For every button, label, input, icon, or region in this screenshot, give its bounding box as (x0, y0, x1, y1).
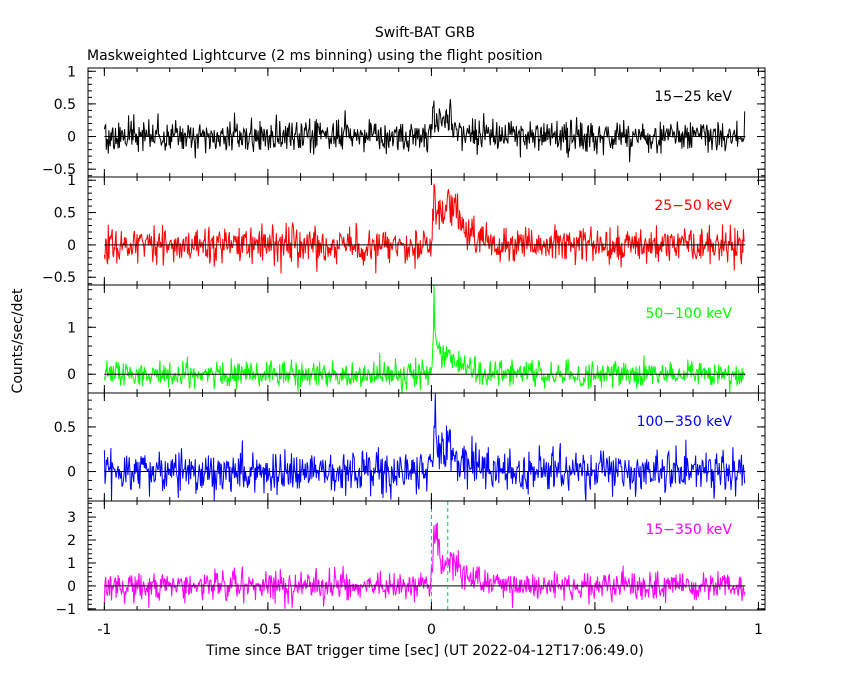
y-tick-label: 0.5 (54, 420, 76, 436)
panel-15-25-kev: −0.5 0 0.5 1 15−25 keV (42, 64, 766, 178)
y-tick-label: 3 (67, 510, 76, 526)
panel-100-350-kev: 0 0.5 100−350 keV (54, 392, 766, 502)
series-line (103, 284, 746, 394)
band-label: 25−50 keV (654, 198, 732, 214)
y-tick-label: 1 (67, 556, 76, 572)
x-tick-label: 0.5 (584, 622, 606, 638)
x-tick-label: -1 (97, 622, 111, 638)
y-tick-label: 1 (67, 64, 76, 80)
chart-subtitle: Maskweighted Lightcurve (2 ms binning) u… (87, 48, 543, 64)
y-tick-label: 1 (67, 320, 76, 336)
y-tick-label: 2 (67, 533, 76, 549)
band-label: 15−25 keV (654, 89, 732, 105)
y-tick-label: −0.5 (42, 270, 76, 286)
y-tick-label: −0.5 (42, 162, 76, 178)
y-tick-label: 0.5 (54, 97, 76, 113)
panel-frame (87, 67, 766, 178)
band-label: 100−350 keV (637, 414, 733, 430)
series-line (103, 522, 746, 609)
x-tick-label: -0.5 (254, 622, 281, 638)
y-tick-label: 1 (67, 173, 76, 189)
series-line (103, 99, 746, 163)
panel-25-50-kev: −0.5 0 0.5 1 25−50 keV (42, 173, 766, 286)
panel-frame (87, 500, 766, 611)
y-tick-label: 0 (67, 579, 76, 595)
y-tick-label: 0 (67, 465, 76, 481)
band-label: 15−350 keV (645, 522, 732, 538)
series-line (103, 182, 746, 274)
panels-group: −0.5 0 0.5 1 15−25 keV −0.5 0 0.5 1 25−50 keV 0 1 50… (42, 64, 766, 618)
y-axis-label: Counts/sec/det (10, 288, 26, 393)
band-label: 50−100 keV (645, 306, 732, 322)
x-tick-labels: -1 -0.5 0 0.5 1 (97, 622, 763, 638)
panel-15-350-kev: −1 0 1 2 3 15−350 keV (55, 500, 766, 618)
series-line (103, 392, 746, 502)
x-tick-label: 1 (754, 622, 763, 638)
chart-title: Swift-BAT GRB (375, 25, 475, 41)
y-tick-label: 0 (67, 367, 76, 383)
x-axis-label: Time since BAT trigger time [sec] (UT 20… (205, 643, 644, 659)
y-tick-label: 0.5 (54, 206, 76, 222)
y-tick-label: 0 (67, 238, 76, 254)
y-tick-label: 0 (67, 130, 76, 146)
y-tick-label: −1 (55, 602, 76, 618)
panel-frame (87, 176, 766, 286)
x-tick-label: 0 (427, 622, 436, 638)
panel-50-100-kev: 0 1 50−100 keV (67, 284, 766, 394)
